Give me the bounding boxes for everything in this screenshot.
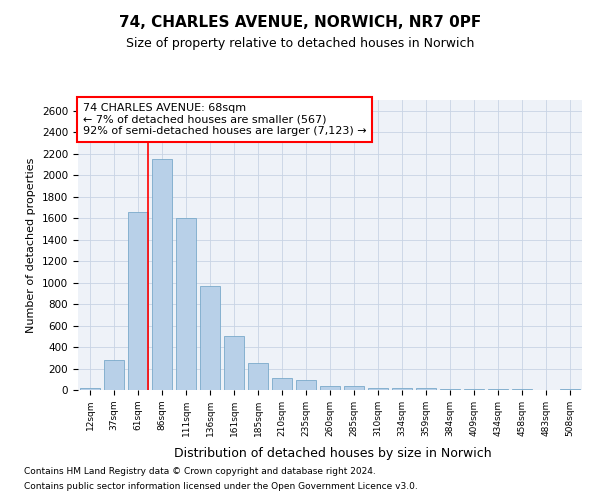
Bar: [152, 159, 172, 390]
Bar: [392, 388, 412, 390]
Text: Contains HM Land Registry data © Crown copyright and database right 2024.: Contains HM Land Registry data © Crown c…: [24, 467, 376, 476]
Bar: [488, 389, 508, 390]
Bar: [80, 388, 100, 390]
Text: 74, CHARLES AVENUE, NORWICH, NR7 0PF: 74, CHARLES AVENUE, NORWICH, NR7 0PF: [119, 15, 481, 30]
Bar: [440, 389, 460, 390]
Text: Contains public sector information licensed under the Open Government Licence v3: Contains public sector information licen…: [24, 482, 418, 491]
Text: Distribution of detached houses by size in Norwich: Distribution of detached houses by size …: [174, 448, 492, 460]
Bar: [128, 212, 148, 390]
Bar: [320, 386, 340, 390]
Bar: [272, 378, 292, 390]
Bar: [464, 389, 484, 390]
Bar: [176, 218, 196, 390]
Bar: [248, 363, 268, 390]
Bar: [104, 360, 124, 390]
Bar: [296, 380, 316, 390]
Bar: [344, 386, 364, 390]
Y-axis label: Number of detached properties: Number of detached properties: [26, 158, 37, 332]
Text: 74 CHARLES AVENUE: 68sqm
← 7% of detached houses are smaller (567)
92% of semi-d: 74 CHARLES AVENUE: 68sqm ← 7% of detache…: [83, 103, 367, 136]
Bar: [200, 286, 220, 390]
Bar: [224, 336, 244, 390]
Bar: [416, 388, 436, 390]
Text: Size of property relative to detached houses in Norwich: Size of property relative to detached ho…: [126, 38, 474, 51]
Bar: [368, 388, 388, 390]
